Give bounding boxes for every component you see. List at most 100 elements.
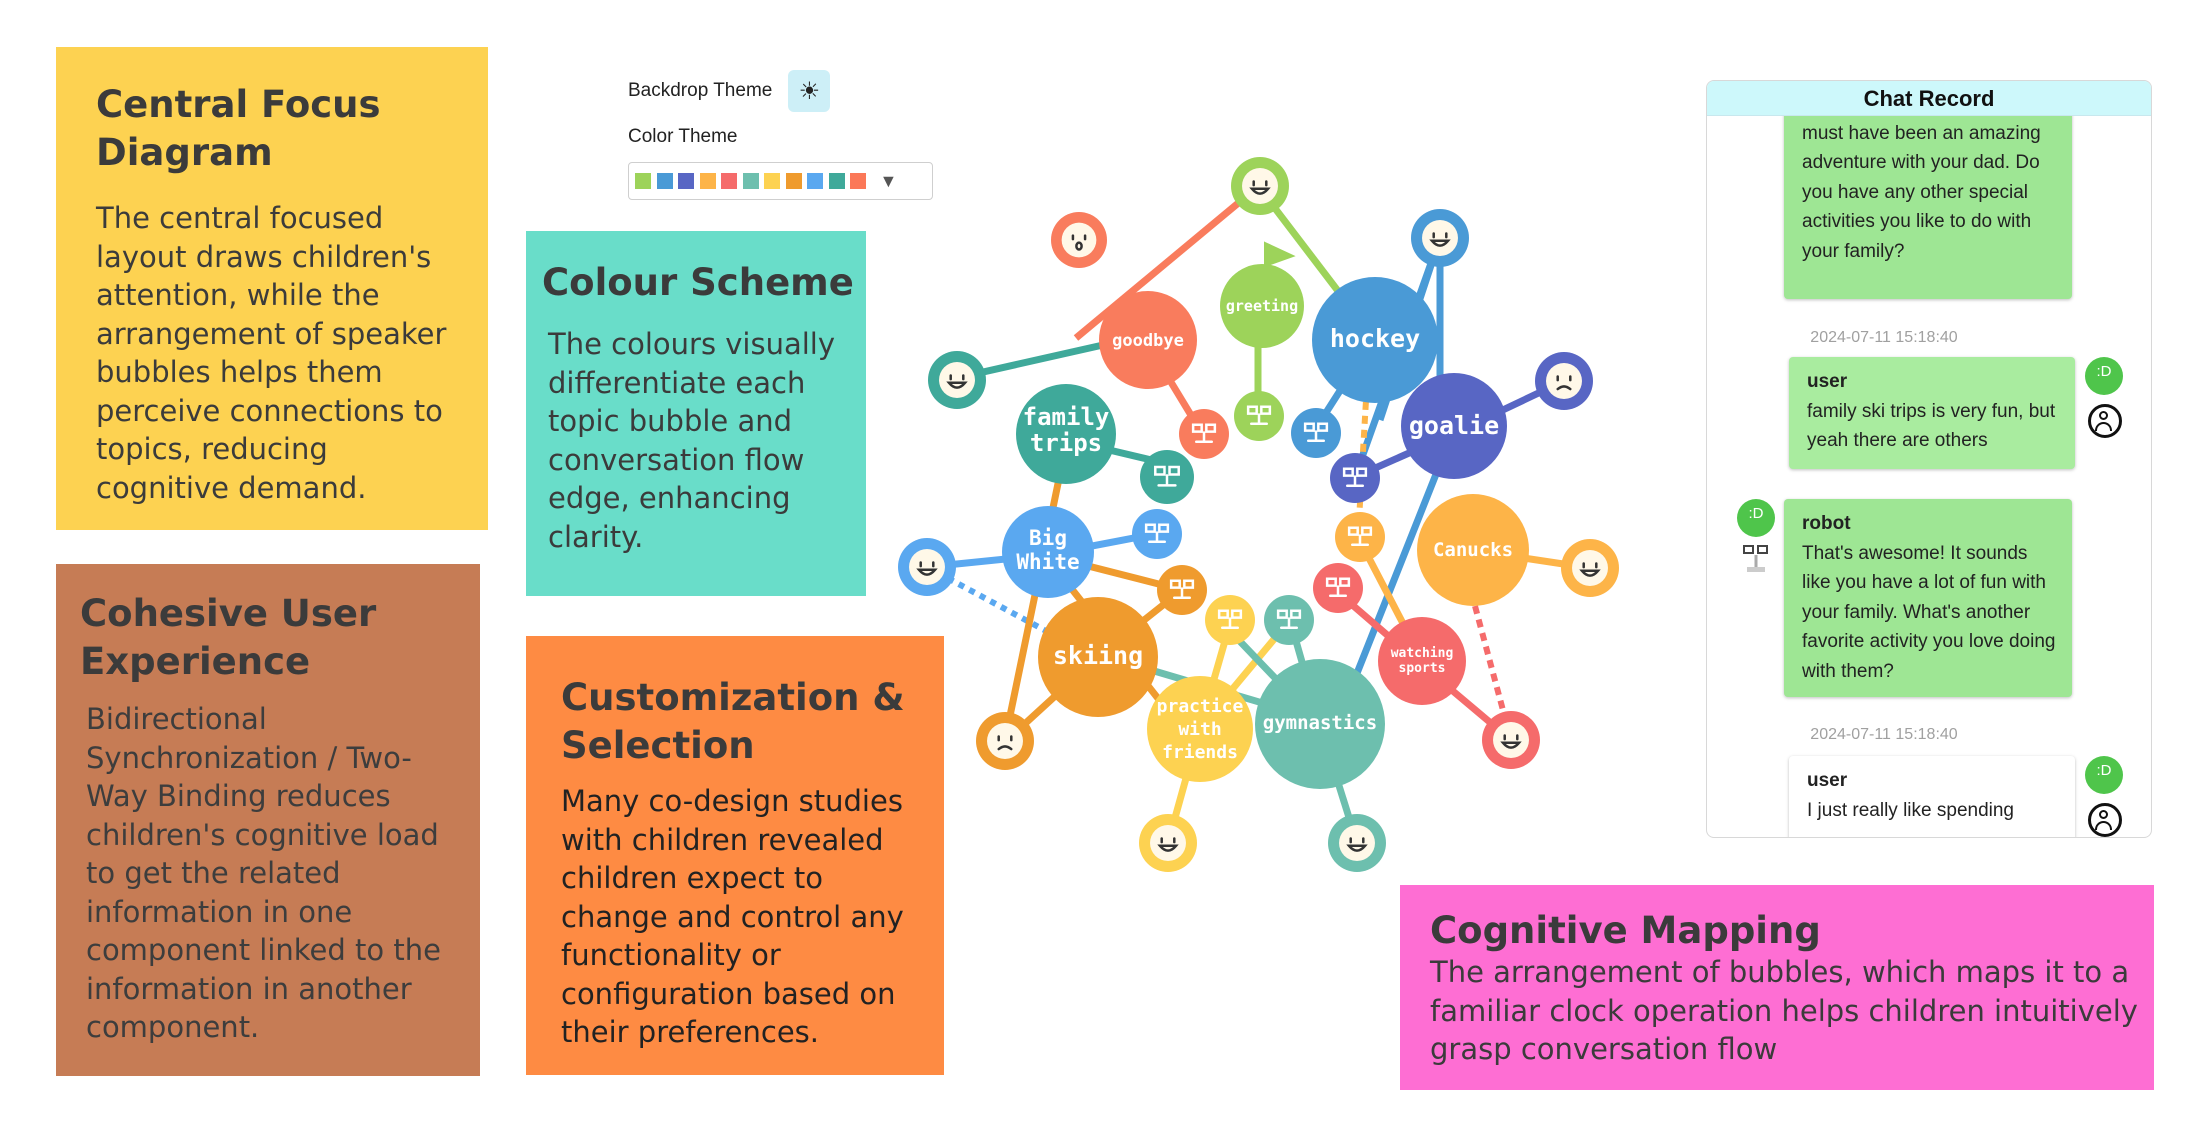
face-features bbox=[1346, 837, 1368, 852]
face-features bbox=[997, 735, 1013, 751]
robot-icon bbox=[1741, 543, 1771, 573]
bubble-circle bbox=[1401, 373, 1507, 479]
topic-bubble-skiing[interactable]: skiing bbox=[1038, 597, 1158, 717]
flag-icon bbox=[1264, 241, 1296, 268]
face-features bbox=[1246, 405, 1272, 425]
topic-bubble-practice-with-friends[interactable]: practice with friends bbox=[1147, 676, 1253, 782]
face-features bbox=[1191, 423, 1217, 443]
colour-scheme-body: The colours visually differentiate each … bbox=[548, 327, 836, 554]
chat-message-user[interactable]: user I just really like spending bbox=[1789, 756, 2075, 837]
sun-icon: ☀ bbox=[798, 77, 821, 105]
bubble-label: gymnastics bbox=[1263, 712, 1377, 734]
speaker-face-icon[interactable] bbox=[976, 712, 1034, 770]
palette-swatch bbox=[807, 173, 823, 189]
face-features bbox=[1169, 579, 1195, 599]
chat-record-title: Chat Record bbox=[1707, 81, 2151, 116]
chat-message-user[interactable]: user family ski trips is very fun, but y… bbox=[1789, 357, 2075, 469]
speaker-face-icon[interactable] bbox=[1411, 209, 1469, 267]
user-avatar: :D bbox=[2085, 756, 2123, 794]
edge bbox=[1073, 182, 1263, 341]
face-inner bbox=[1150, 825, 1186, 861]
speaker-face-icon[interactable] bbox=[1330, 453, 1380, 503]
chat-record-panel[interactable]: Chat Record runs are really challenging.… bbox=[1706, 80, 2152, 838]
customization-title-line-1: Customization & bbox=[561, 676, 905, 719]
bubble-label: Big White bbox=[1016, 526, 1079, 574]
face-inner bbox=[1339, 825, 1375, 861]
dropdown-arrow-icon[interactable]: ▼ bbox=[879, 170, 898, 191]
topic-bubble-family-trips[interactable]: family trips bbox=[1016, 384, 1116, 484]
speaker-face-icon[interactable] bbox=[1231, 157, 1289, 215]
topic-bubble-watching-sports[interactable]: watching sports bbox=[1378, 617, 1466, 705]
face-features bbox=[1276, 609, 1302, 629]
backdrop-theme-label: Backdrop Theme bbox=[628, 80, 773, 101]
speaker-face-icon[interactable] bbox=[1179, 409, 1229, 459]
bubble-circle bbox=[1147, 676, 1253, 782]
topic-bubble-goalie[interactable]: goalie bbox=[1401, 373, 1507, 479]
topic-bubble-gymnastics[interactable]: gymnastics bbox=[1255, 659, 1385, 789]
speaker-face-icon[interactable] bbox=[1482, 711, 1540, 769]
speaker-face-icon[interactable] bbox=[1051, 212, 1107, 268]
face-features bbox=[1071, 234, 1087, 251]
palette-swatch bbox=[850, 173, 866, 189]
speaker-face-icon[interactable] bbox=[1313, 563, 1363, 613]
backdrop-theme-toggle-button[interactable]: ☀ bbox=[788, 70, 831, 112]
speaker-face-icon[interactable] bbox=[1205, 595, 1255, 645]
customization-panel: Customization & Selection Many co-design… bbox=[526, 636, 944, 1075]
speaker-face-icon[interactable] bbox=[1328, 814, 1386, 872]
speaker-bubbles bbox=[898, 157, 1619, 872]
face-features bbox=[1217, 609, 1243, 629]
message-text: That's awesome! It sounds like you have … bbox=[1802, 542, 2056, 682]
speaker-face-icon[interactable] bbox=[1264, 595, 1314, 645]
face-inner bbox=[1546, 363, 1582, 399]
speaker-face-icon[interactable] bbox=[1234, 391, 1284, 441]
face-features bbox=[1154, 465, 1180, 487]
topic-bubble-hockey[interactable]: hockey bbox=[1312, 277, 1438, 403]
face-features bbox=[916, 561, 938, 576]
bubble-label: goalie bbox=[1409, 411, 1499, 440]
edge bbox=[1336, 432, 1456, 718]
central-focus-title: Central Focus Diagram bbox=[96, 81, 456, 177]
speaker-face-icon[interactable] bbox=[1140, 450, 1194, 504]
message-text: I just really like spending bbox=[1807, 799, 2014, 821]
speaker-face-icon[interactable] bbox=[1157, 565, 1207, 615]
face-inner bbox=[1422, 220, 1458, 256]
customization-title-line-2: Selection bbox=[561, 724, 755, 767]
face-features bbox=[1249, 180, 1271, 195]
speaker-face-icon[interactable] bbox=[1335, 512, 1385, 562]
cohesive-title-line-1: Cohesive User bbox=[80, 592, 377, 635]
user-avatar: :D bbox=[2085, 357, 2123, 395]
speaker-face-icon[interactable] bbox=[1535, 352, 1593, 410]
cognitive-mapping-title: Cognitive Mapping bbox=[1430, 909, 1821, 952]
cohesive-experience-body: Bidirectional Synchronization / Two-Way … bbox=[86, 702, 441, 1044]
speaker-face-icon[interactable] bbox=[1561, 539, 1619, 597]
robot-avatar: :D bbox=[1737, 499, 1775, 537]
message-text: family ski trips is very fun, but yeah t… bbox=[1807, 400, 2056, 452]
bubble-label: Canucks bbox=[1433, 539, 1513, 561]
palette-swatch bbox=[764, 173, 780, 189]
face-features bbox=[1325, 577, 1351, 597]
customization-title: Customization & Selection bbox=[561, 674, 934, 770]
speaker-face-icon[interactable] bbox=[1291, 408, 1341, 458]
color-theme-select[interactable]: ▼ bbox=[628, 162, 933, 200]
topic-bubble-canucks[interactable]: Canucks bbox=[1417, 494, 1529, 606]
bubble-circle bbox=[1220, 264, 1304, 348]
speaker-name: user bbox=[1807, 371, 1848, 392]
cohesive-title-line-2: Experience bbox=[80, 640, 311, 683]
speaker-face-icon[interactable] bbox=[928, 351, 986, 409]
speaker-face-icon[interactable] bbox=[898, 538, 956, 596]
central-focus-body: The central focused layout draws childre… bbox=[96, 201, 447, 505]
speaker-face-icon[interactable] bbox=[1139, 814, 1197, 872]
face-features bbox=[1429, 232, 1451, 247]
face-inner bbox=[909, 549, 945, 585]
topic-bubble-big-white[interactable]: Big White bbox=[1002, 506, 1094, 598]
palette-swatch bbox=[785, 173, 802, 189]
topic-bubble-goodbye[interactable]: goodbye bbox=[1099, 291, 1197, 389]
speaker-name: robot bbox=[1802, 513, 1851, 534]
message-timestamp: 2024-07-11 15:18:40 bbox=[1810, 329, 1958, 346]
topic-bubble-greeting[interactable]: greeting bbox=[1220, 241, 1304, 348]
chat-message-robot[interactable]: robot That's awesome! It sounds like you… bbox=[1784, 499, 2072, 697]
bubble-label: practice with friends bbox=[1157, 696, 1244, 763]
speaker-face-icon[interactable] bbox=[1132, 509, 1182, 559]
bubble-label: hockey bbox=[1330, 324, 1420, 353]
